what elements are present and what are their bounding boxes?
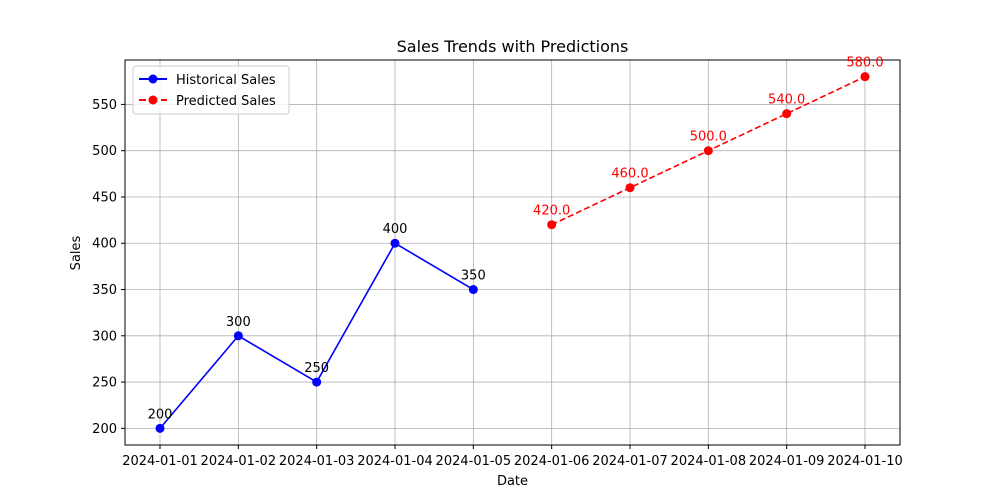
x-tick-label: 2024-01-03	[279, 454, 355, 469]
legend-predicted-marker	[148, 95, 158, 105]
x-tick-label: 2024-01-07	[592, 454, 668, 469]
x-tick-label: 2024-01-09	[749, 454, 825, 469]
x-tick-label: 2024-01-08	[671, 454, 747, 469]
data-label: 300	[226, 315, 251, 330]
data-label: 420.0	[533, 204, 570, 219]
x-tick-label: 2024-01-01	[122, 454, 198, 469]
chart-title: Sales Trends with Predictions	[397, 37, 629, 56]
legend-box	[132, 65, 290, 115]
x-tick-label: 2024-01-06	[514, 454, 590, 469]
x-axis-label: Date	[497, 474, 528, 489]
data-label: 580.0	[846, 56, 883, 71]
data-point	[782, 109, 792, 119]
y-axis-label: Sales	[69, 235, 84, 270]
data-point	[547, 220, 557, 230]
data-point	[860, 72, 870, 82]
data-label: 400	[383, 222, 408, 237]
y-tick-label: 500	[92, 144, 117, 159]
y-tick-label: 550	[92, 98, 117, 113]
y-tick-label: 350	[92, 283, 117, 298]
data-point	[233, 331, 243, 341]
data-label: 540.0	[768, 93, 805, 108]
data-point	[155, 423, 165, 433]
y-tick-label: 450	[92, 190, 117, 205]
x-tick-label: 2024-01-10	[827, 454, 903, 469]
data-point	[625, 183, 635, 193]
y-tick-label: 250	[92, 376, 117, 391]
x-tick-label: 2024-01-02	[201, 454, 277, 469]
data-label: 200	[148, 407, 173, 422]
y-tick-label: 400	[92, 237, 117, 252]
legend-historical-marker	[148, 74, 158, 84]
legend: Historical Sales Predicted Sales	[132, 65, 290, 115]
y-tick-label: 300	[92, 329, 117, 344]
x-tick-label: 2024-01-04	[357, 454, 433, 469]
data-point	[468, 285, 478, 295]
x-tick-label: 2024-01-05	[436, 454, 512, 469]
data-point	[312, 377, 322, 387]
legend-historical-label: Historical Sales	[176, 73, 276, 88]
y-tick-label: 200	[92, 422, 117, 437]
data-label: 350	[461, 269, 486, 284]
plot-area: 2024-01-01 2024-01-02 2024-01-03 2024-01-04…	[92, 56, 903, 469]
data-label: 500.0	[690, 130, 727, 145]
data-label: 460.0	[611, 167, 648, 182]
data-point	[390, 238, 400, 248]
legend-predicted-label: Predicted Sales	[176, 94, 276, 109]
data-label: 250	[304, 361, 329, 376]
data-point	[703, 146, 713, 156]
axes-frame	[124, 59, 901, 446]
